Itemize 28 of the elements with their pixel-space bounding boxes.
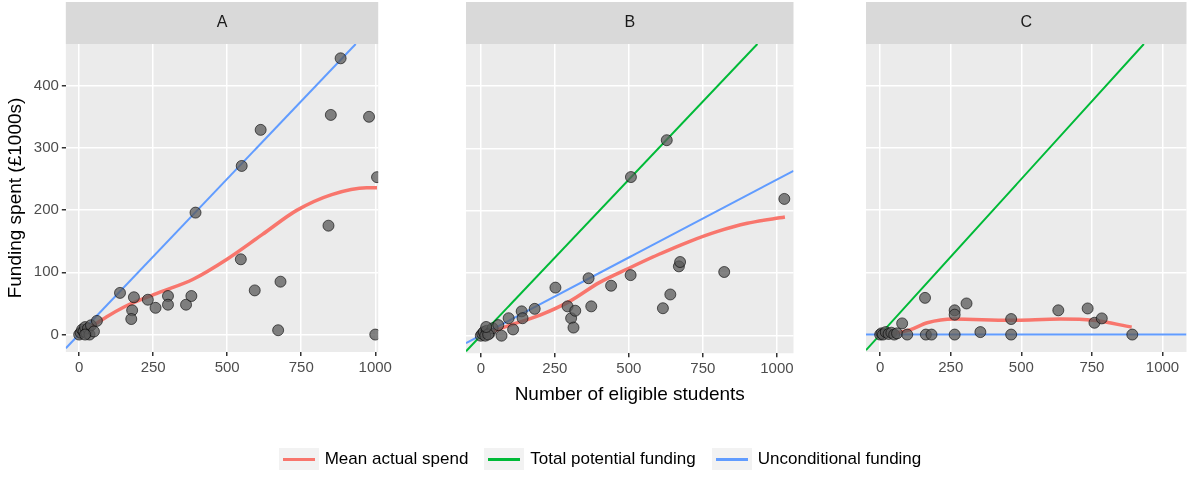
x-tick-label: 0	[875, 358, 885, 376]
legend-label: Total potential funding	[530, 449, 696, 469]
y-tick-label: 100	[33, 262, 59, 280]
chart-title: A	[216, 13, 228, 31]
x-tick-label: 500	[214, 358, 240, 376]
x-tick-label: 750	[1079, 358, 1105, 376]
x-tick-label: 250	[140, 358, 166, 376]
x-tick-label: 1000	[1145, 358, 1180, 376]
y-tick-label: 0	[50, 324, 59, 342]
x-tick-label: 750	[288, 358, 314, 376]
x-tick-label: 500	[1008, 358, 1034, 376]
x-tick-label: 500	[616, 359, 642, 377]
y-tick-label: 400	[33, 75, 59, 93]
x-tick-label: 750	[690, 359, 716, 377]
x-axis-title: Number of eligible students	[514, 382, 745, 404]
x-tick-label: 1000	[760, 359, 794, 377]
y-tick-label: 200	[33, 200, 59, 218]
chart-title: C	[1020, 13, 1033, 31]
y-tick-label: 300	[33, 138, 59, 156]
y-axis-title: Funding spent (£1000s)	[3, 97, 25, 299]
chart-title: B	[624, 13, 636, 31]
x-tick-label: 1000	[358, 358, 392, 376]
x-tick-label: 250	[938, 358, 964, 376]
legend-label: Unconditional funding	[757, 449, 922, 469]
x-tick-label: 250	[542, 359, 568, 377]
legend-label: Mean actual spend	[324, 449, 469, 469]
x-tick-label: 0	[476, 359, 485, 377]
x-tick-label: 0	[74, 358, 84, 376]
